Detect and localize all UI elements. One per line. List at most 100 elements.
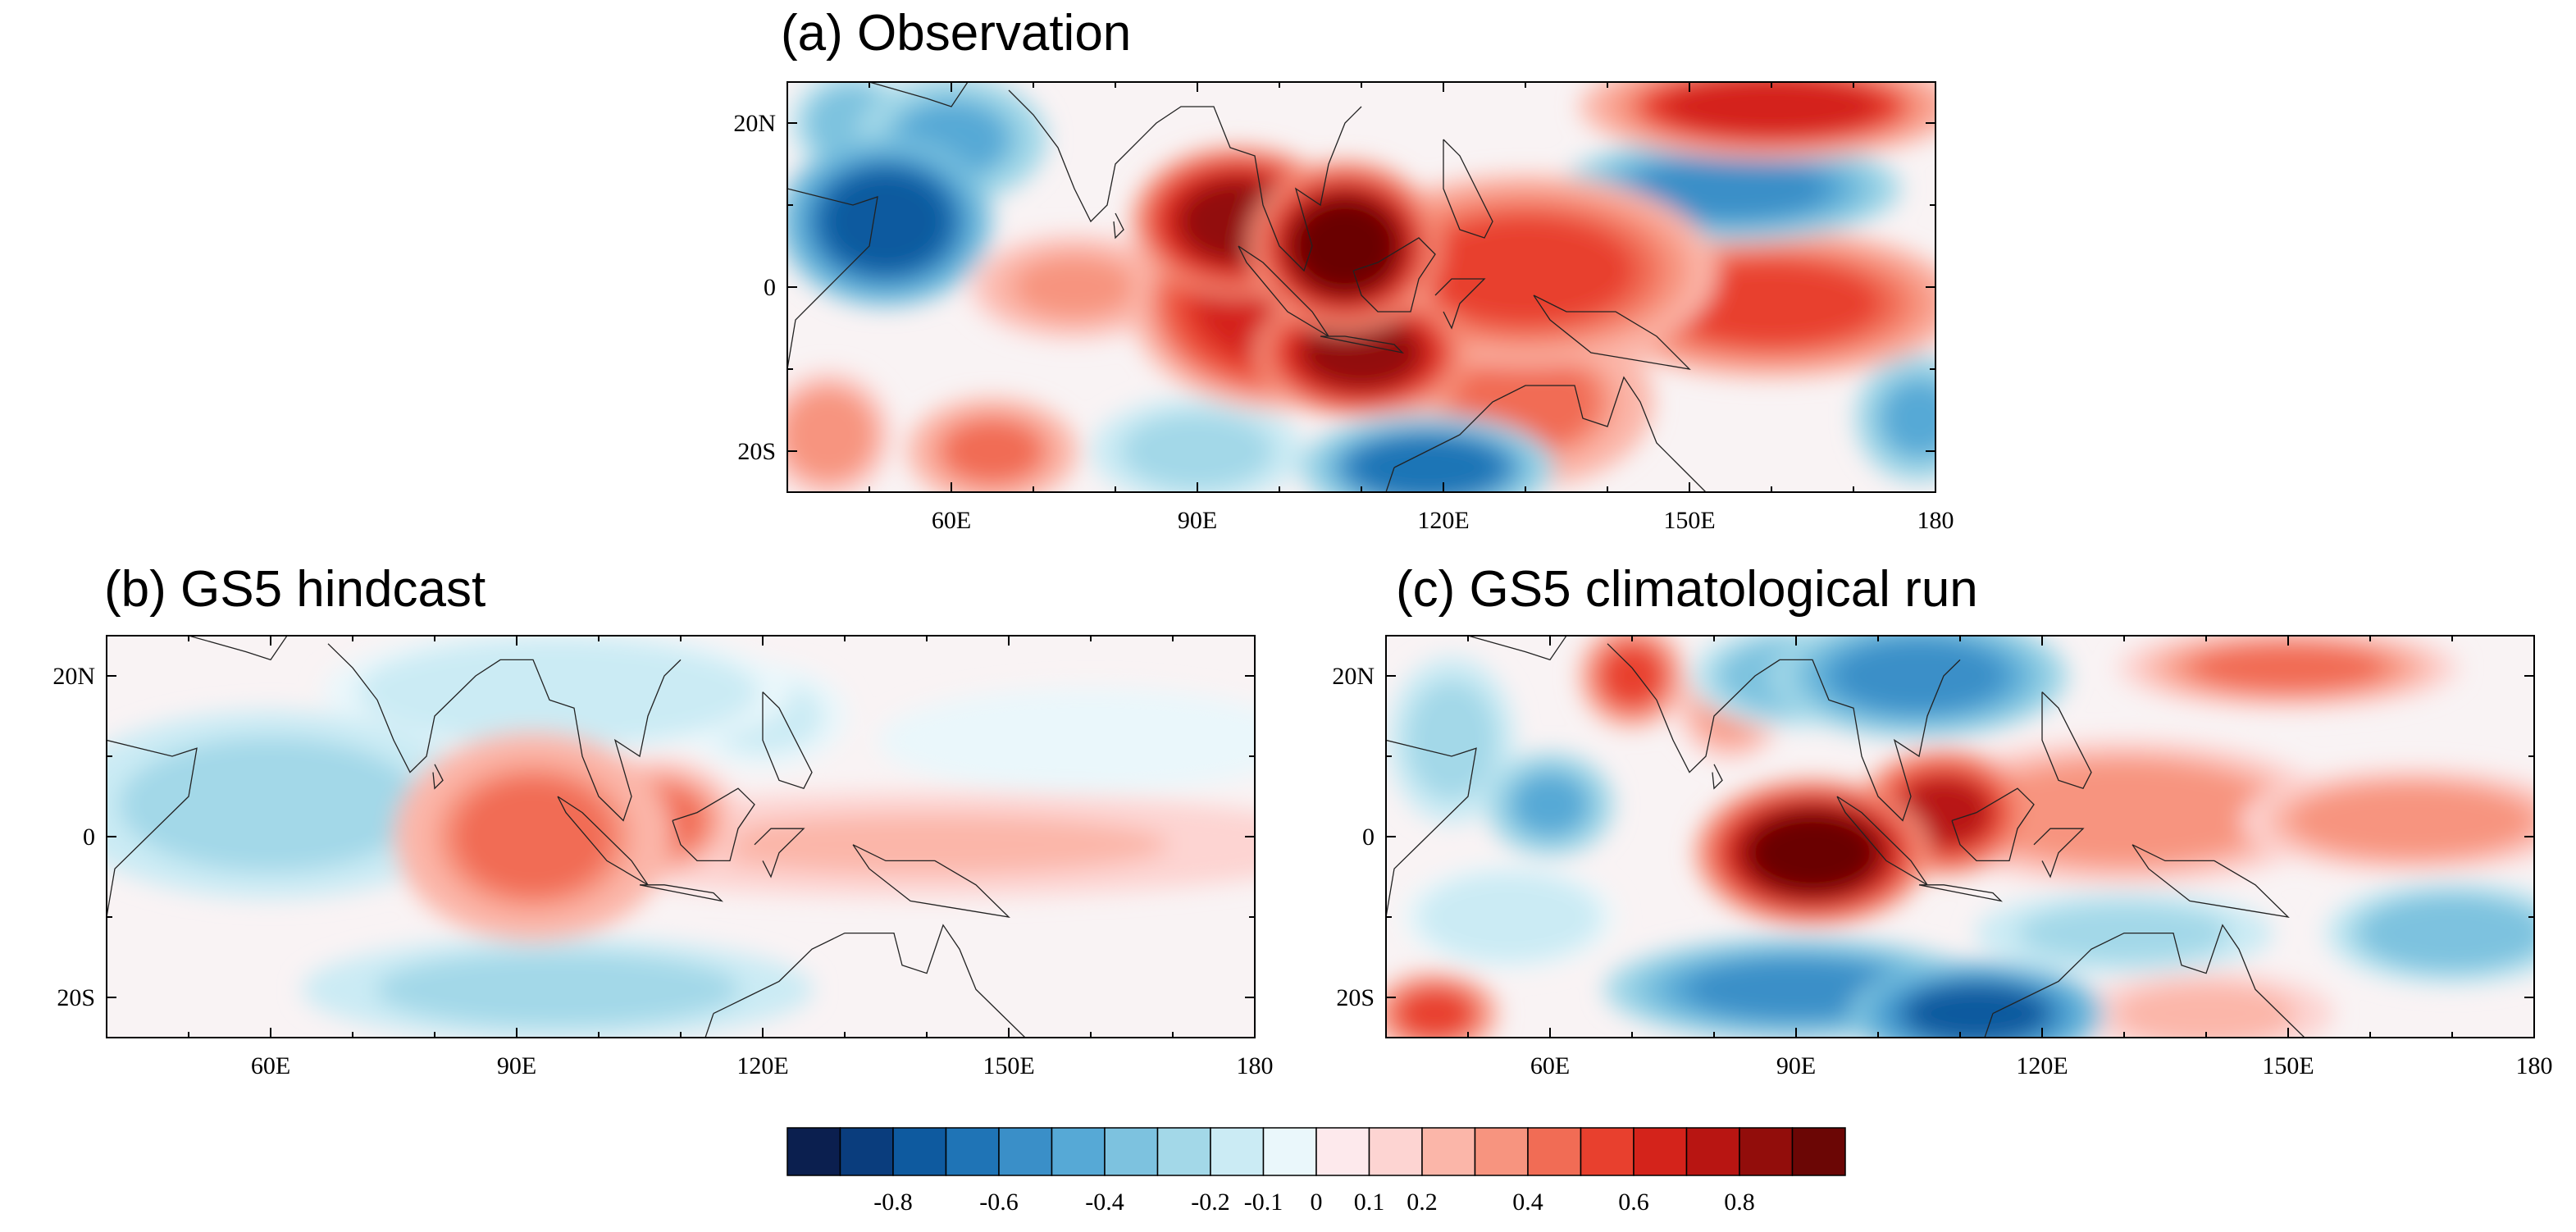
colorbar-tick-label: 0.4 <box>1512 1189 1543 1216</box>
anomaly-contour <box>825 173 946 270</box>
coastline <box>1008 89 1362 272</box>
anomaly-contour <box>2379 903 2525 963</box>
panel-c-title: (c) GS5 climatological run <box>1396 561 1978 618</box>
x-tick-label: 180 <box>1237 1052 1274 1079</box>
x-tick-label: 60E <box>251 1052 290 1079</box>
colorbar-swatch <box>786 1127 841 1176</box>
panel-a-map: 60E 90E 120E 150E 180 20N 0 20S <box>733 81 1954 534</box>
anomaly-contour <box>1882 381 1935 455</box>
panel-b-title: (b) GS5 hindcast <box>104 561 486 618</box>
coastline <box>704 1013 714 1038</box>
x-tick-label: 90E <box>497 1052 536 1079</box>
anomaly-contour <box>1602 646 1662 706</box>
coastline <box>2131 844 2290 918</box>
coastline <box>820 82 969 107</box>
colorbar-swatch <box>1527 1127 1582 1176</box>
anomaly-contour <box>1415 692 1489 788</box>
colorbar-tick-label: -0.1 <box>1244 1189 1283 1216</box>
x-tick-label: 120E <box>736 1052 788 1079</box>
anomaly-contour <box>1416 216 1635 326</box>
y-tick-label: 20S <box>1336 984 1375 1011</box>
coastline <box>639 884 724 902</box>
colorbar-swatch <box>998 1127 1053 1176</box>
colorbar-tick-label: 0 <box>1311 1189 1323 1216</box>
colorbar-tick-label: -0.6 <box>979 1189 1019 1216</box>
anomaly-contour <box>1834 640 2004 712</box>
colorbar-swatch <box>1633 1127 1688 1176</box>
colorbar-swatch <box>1791 1127 1846 1176</box>
anomaly-contour <box>791 398 865 472</box>
coastline <box>2033 828 2085 878</box>
coastline <box>1352 237 1436 313</box>
colorbar-swatch <box>945 1127 1000 1176</box>
anomaly-contour <box>2133 989 2279 1038</box>
anomaly-contour <box>1745 811 1880 895</box>
anomaly-contour <box>1398 989 1472 1038</box>
coastline <box>787 188 878 435</box>
anomaly-contour <box>1904 983 2049 1038</box>
coastline <box>1320 335 1404 354</box>
y-tick-label: 0 <box>764 274 776 301</box>
anomaly-contour <box>969 710 1212 770</box>
colorbar-swatch <box>1262 1127 1317 1176</box>
panel-c-map: 60E 90E 120E 150E 180 20N 0 20S <box>1332 635 2553 1079</box>
colorbar-tick-label: 0.8 <box>1724 1189 1755 1216</box>
coastline <box>1951 787 2035 862</box>
coastline <box>1386 739 1477 982</box>
anomaly-contour <box>1634 158 1827 219</box>
x-tick-label: 180 <box>2516 1052 2553 1079</box>
coastline <box>1434 278 1486 330</box>
anomaly-contour <box>1301 316 1422 390</box>
colorbar-swatch <box>1580 1127 1635 1176</box>
x-tick-label: 150E <box>1663 507 1715 534</box>
anomaly-contour <box>944 421 1041 481</box>
colorbar-swatch <box>1156 1127 1211 1176</box>
colorbar-tick-label: -0.8 <box>873 1189 913 1216</box>
coastline <box>1385 467 1395 492</box>
x-tick-label: 90E <box>1776 1052 1816 1079</box>
coastline <box>1419 636 1567 661</box>
panel-b-map: 60E 90E 120E 150E 180 20N 0 20S <box>52 635 1274 1079</box>
colorbar-swatch <box>1368 1127 1423 1176</box>
colorbar-tick-label: 0.6 <box>1618 1189 1649 1216</box>
coastline <box>1918 884 2004 902</box>
colorbar-swatch <box>1104 1127 1159 1176</box>
colorbar-swatch <box>1051 1127 1106 1176</box>
colorbar-tick-label: 0.1 <box>1354 1189 1385 1216</box>
x-tick-label: 120E <box>1417 507 1469 534</box>
coastline <box>852 844 1010 918</box>
anomaly-contour <box>424 656 691 728</box>
anomaly-contour <box>2191 644 2385 692</box>
coastline <box>2041 691 2092 789</box>
colorbar-swatch <box>892 1127 947 1176</box>
colorbar-tick-label: -0.2 <box>1191 1189 1230 1216</box>
y-tick-label: 20S <box>737 438 776 465</box>
anomaly-contour <box>1014 257 1135 317</box>
x-tick-label: 120E <box>2016 1052 2068 1079</box>
colorbar-swatch <box>1315 1127 1370 1176</box>
x-tick-label: 180 <box>1917 507 1954 534</box>
anomaly-contour <box>1687 960 1905 1020</box>
anomaly-contour <box>1137 421 1258 481</box>
coastline <box>754 828 805 878</box>
anomaly-contour <box>1354 437 1500 492</box>
coastline <box>107 739 198 982</box>
coastline <box>1712 764 1723 790</box>
coastline <box>713 924 1026 1038</box>
coastline <box>1393 376 1707 492</box>
colorbar-swatch <box>1739 1127 1794 1176</box>
x-tick-label: 90E <box>1178 507 1217 534</box>
coastline <box>432 764 444 790</box>
colorbar-swatch <box>1685 1127 1740 1176</box>
anomaly-contour <box>685 814 1169 874</box>
anomaly-contour <box>2314 791 2508 851</box>
y-tick-label: 0 <box>1362 824 1375 851</box>
anomaly-contour <box>149 751 392 858</box>
anomaly-contour <box>1290 198 1400 294</box>
colorbar-tick-label: 0.2 <box>1407 1189 1438 1216</box>
colorbar-tick-label: -0.4 <box>1085 1189 1124 1216</box>
coastline <box>1992 924 2305 1038</box>
colorbar-swatch <box>1210 1127 1265 1176</box>
y-tick-label: 20N <box>1332 663 1375 690</box>
x-tick-label: 60E <box>1530 1052 1570 1079</box>
